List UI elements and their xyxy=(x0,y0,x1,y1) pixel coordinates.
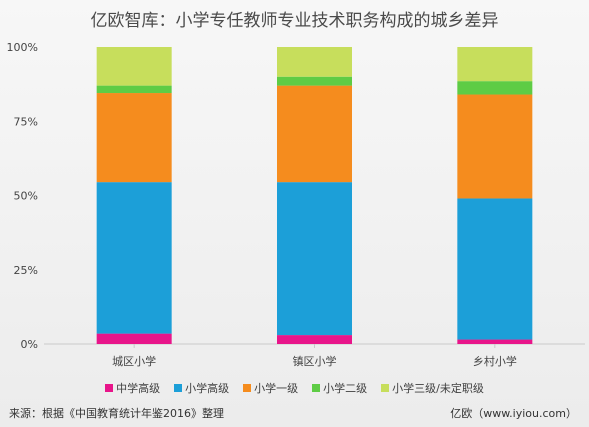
bar-segment-2 xyxy=(277,182,352,336)
y-tick-label: 25% xyxy=(14,264,38,277)
legend-label: 小学二级 xyxy=(323,382,368,395)
bar-segment-5 xyxy=(277,47,352,77)
legend-item: 小学一级 xyxy=(243,380,298,396)
bar-segment-1 xyxy=(96,333,172,344)
y-tick-label: 0% xyxy=(21,338,38,351)
bar-segment-1 xyxy=(277,335,352,344)
bar-segment-4 xyxy=(457,81,533,95)
bar-segment-3 xyxy=(96,93,172,183)
chart-legend: 中学高级 小学高级 小学一级 小学二级 小学三级/未定职级 xyxy=(0,380,589,396)
bar-segment-2 xyxy=(457,198,533,340)
y-tick-label: 75% xyxy=(14,115,38,128)
x-category-label: 镇区小学 xyxy=(293,354,337,368)
bar-segment-2 xyxy=(96,182,172,334)
x-category-label: 乡村小学 xyxy=(473,354,517,368)
legend-swatch xyxy=(174,384,183,392)
legend-label: 小学三级/未定职级 xyxy=(392,382,484,395)
bar-segment-5 xyxy=(96,47,172,86)
stacked-bar-chart: 0% 25% 50% 75% 100% 城区小学 镇区小学 乡村小学 xyxy=(7,41,585,368)
chart-title: 亿欧智库：小学专任教师专业技术职务构成的城乡差异 xyxy=(90,11,499,31)
brand-credit: 亿欧（www.iyiou.com） xyxy=(450,407,577,420)
x-category-label: 城区小学 xyxy=(112,354,156,368)
source-note: 来源：根据《中国教育统计年鉴2016》整理 xyxy=(9,407,224,420)
legend-item: 中学高级 xyxy=(105,380,160,396)
legend-swatch xyxy=(105,384,114,392)
legend-label: 小学一级 xyxy=(254,382,299,395)
legend-label: 中学高级 xyxy=(116,382,161,395)
bar-segment-1 xyxy=(457,339,533,344)
legend-item: 小学三级/未定职级 xyxy=(381,380,484,396)
bar-segment-4 xyxy=(277,76,352,86)
bar-segment-3 xyxy=(457,94,533,199)
bar-segment-3 xyxy=(277,85,352,183)
y-tick-label: 100% xyxy=(7,41,38,54)
legend-swatch xyxy=(312,384,321,392)
bar-segment-4 xyxy=(96,85,172,94)
legend-item: 小学二级 xyxy=(312,380,367,396)
legend-swatch xyxy=(381,384,390,392)
legend-item: 小学高级 xyxy=(174,380,229,396)
bar-segment-5 xyxy=(457,47,533,82)
legend-swatch xyxy=(243,384,252,392)
legend-label: 小学高级 xyxy=(185,382,230,395)
y-tick-label: 50% xyxy=(14,190,38,203)
